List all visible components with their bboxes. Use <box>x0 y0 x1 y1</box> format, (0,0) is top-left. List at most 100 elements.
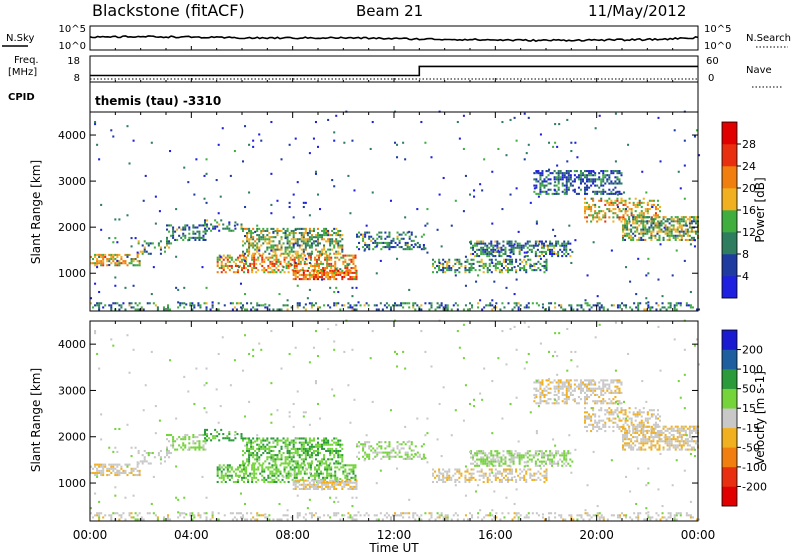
power-cell <box>675 302 678 305</box>
power-cell <box>256 234 259 237</box>
power-cell <box>688 224 691 227</box>
velocity-cell <box>352 468 355 471</box>
velocity-cell <box>536 450 539 453</box>
power-cell <box>266 248 269 251</box>
velocity-cell <box>533 393 536 396</box>
power-cell <box>260 304 263 307</box>
power-cell <box>268 242 271 245</box>
power-cell <box>564 308 567 311</box>
velocity-cell <box>248 454 251 457</box>
power-cell <box>294 278 297 281</box>
velocity-cell <box>406 451 409 454</box>
power-cell <box>559 172 562 175</box>
power-cell <box>500 271 503 274</box>
velocity-cell <box>586 417 589 420</box>
power-cell <box>323 231 326 235</box>
power-cell <box>506 267 510 270</box>
velocity-cell <box>450 476 453 479</box>
velocity-cell <box>149 452 152 455</box>
velocity-cell <box>184 433 187 437</box>
velocity-cell <box>458 470 461 473</box>
velocity-cell <box>210 433 213 436</box>
power-cell <box>660 222 663 225</box>
velocity-cell <box>438 474 441 477</box>
velocity-cell <box>304 441 307 444</box>
power-cell <box>118 262 121 265</box>
power-cell <box>416 246 419 249</box>
power-cell <box>567 174 570 177</box>
velocity-cell <box>294 462 297 465</box>
power-cell <box>219 195 222 198</box>
velocity-cell <box>606 409 609 412</box>
power-cell <box>442 271 445 274</box>
velocity-cell <box>341 487 344 490</box>
power-cell <box>584 302 587 305</box>
velocity-cell <box>266 458 269 461</box>
velocity-cell <box>364 441 367 444</box>
power-cell <box>333 278 336 281</box>
velocity-cell <box>618 381 621 384</box>
power-cell <box>370 239 373 242</box>
power-cell <box>132 306 135 309</box>
velocity-cell <box>304 456 307 459</box>
power-cell <box>263 260 266 263</box>
power-cell <box>410 231 413 234</box>
velocity-cell <box>321 481 324 484</box>
power-cell <box>257 258 260 261</box>
power-cell <box>255 262 258 265</box>
power-cell <box>392 239 395 242</box>
power-cell <box>302 236 305 239</box>
power-cell <box>252 231 255 235</box>
power-cell <box>642 214 645 217</box>
power-cell <box>610 170 613 173</box>
power-cell <box>96 258 99 261</box>
power-cell <box>362 233 365 236</box>
power-cell <box>646 212 649 215</box>
power-cell <box>369 147 372 151</box>
velocity-cell <box>543 476 546 479</box>
power-cell <box>466 260 469 263</box>
velocity-cell <box>362 455 365 458</box>
velocity-cell <box>386 455 389 458</box>
velocity-cell <box>515 480 518 484</box>
velocity-cell <box>573 389 576 392</box>
velocity-cell <box>333 487 336 490</box>
velocity-cell <box>388 445 391 448</box>
velocity-cell <box>304 479 307 482</box>
power-cell <box>314 236 317 239</box>
power-cell <box>184 226 187 229</box>
velocity-cell <box>602 419 605 422</box>
power-cell <box>398 241 401 244</box>
velocity-cell <box>300 443 303 446</box>
power-cell <box>336 267 339 270</box>
velocity-cell <box>634 430 637 433</box>
power-cell <box>323 269 326 272</box>
power-cell <box>551 172 554 175</box>
velocity-cell <box>584 385 587 388</box>
power-cell <box>422 248 425 251</box>
power-cell <box>298 231 301 235</box>
velocity-cell <box>634 419 637 422</box>
power-cell <box>314 302 317 305</box>
velocity-cell <box>606 411 609 414</box>
power-cell <box>551 250 554 253</box>
power-cell <box>256 229 259 232</box>
velocity-cell <box>276 458 279 461</box>
velocity-cell <box>567 385 570 388</box>
velocity-cell <box>238 470 241 473</box>
power-cell <box>308 271 311 274</box>
power-cell <box>634 210 637 213</box>
velocity-cell <box>245 472 248 475</box>
power-cell <box>323 304 326 307</box>
power-cell <box>527 306 530 309</box>
velocity-cell <box>264 439 267 442</box>
power-cell <box>301 258 304 261</box>
power-cell <box>204 238 207 241</box>
velocity-cell <box>535 389 538 392</box>
power-cell <box>280 236 283 239</box>
velocity-cell <box>551 462 554 465</box>
velocity-cell <box>243 480 246 484</box>
power-cell <box>494 255 497 258</box>
velocity-cell <box>166 433 169 437</box>
velocity-cell <box>488 478 491 481</box>
